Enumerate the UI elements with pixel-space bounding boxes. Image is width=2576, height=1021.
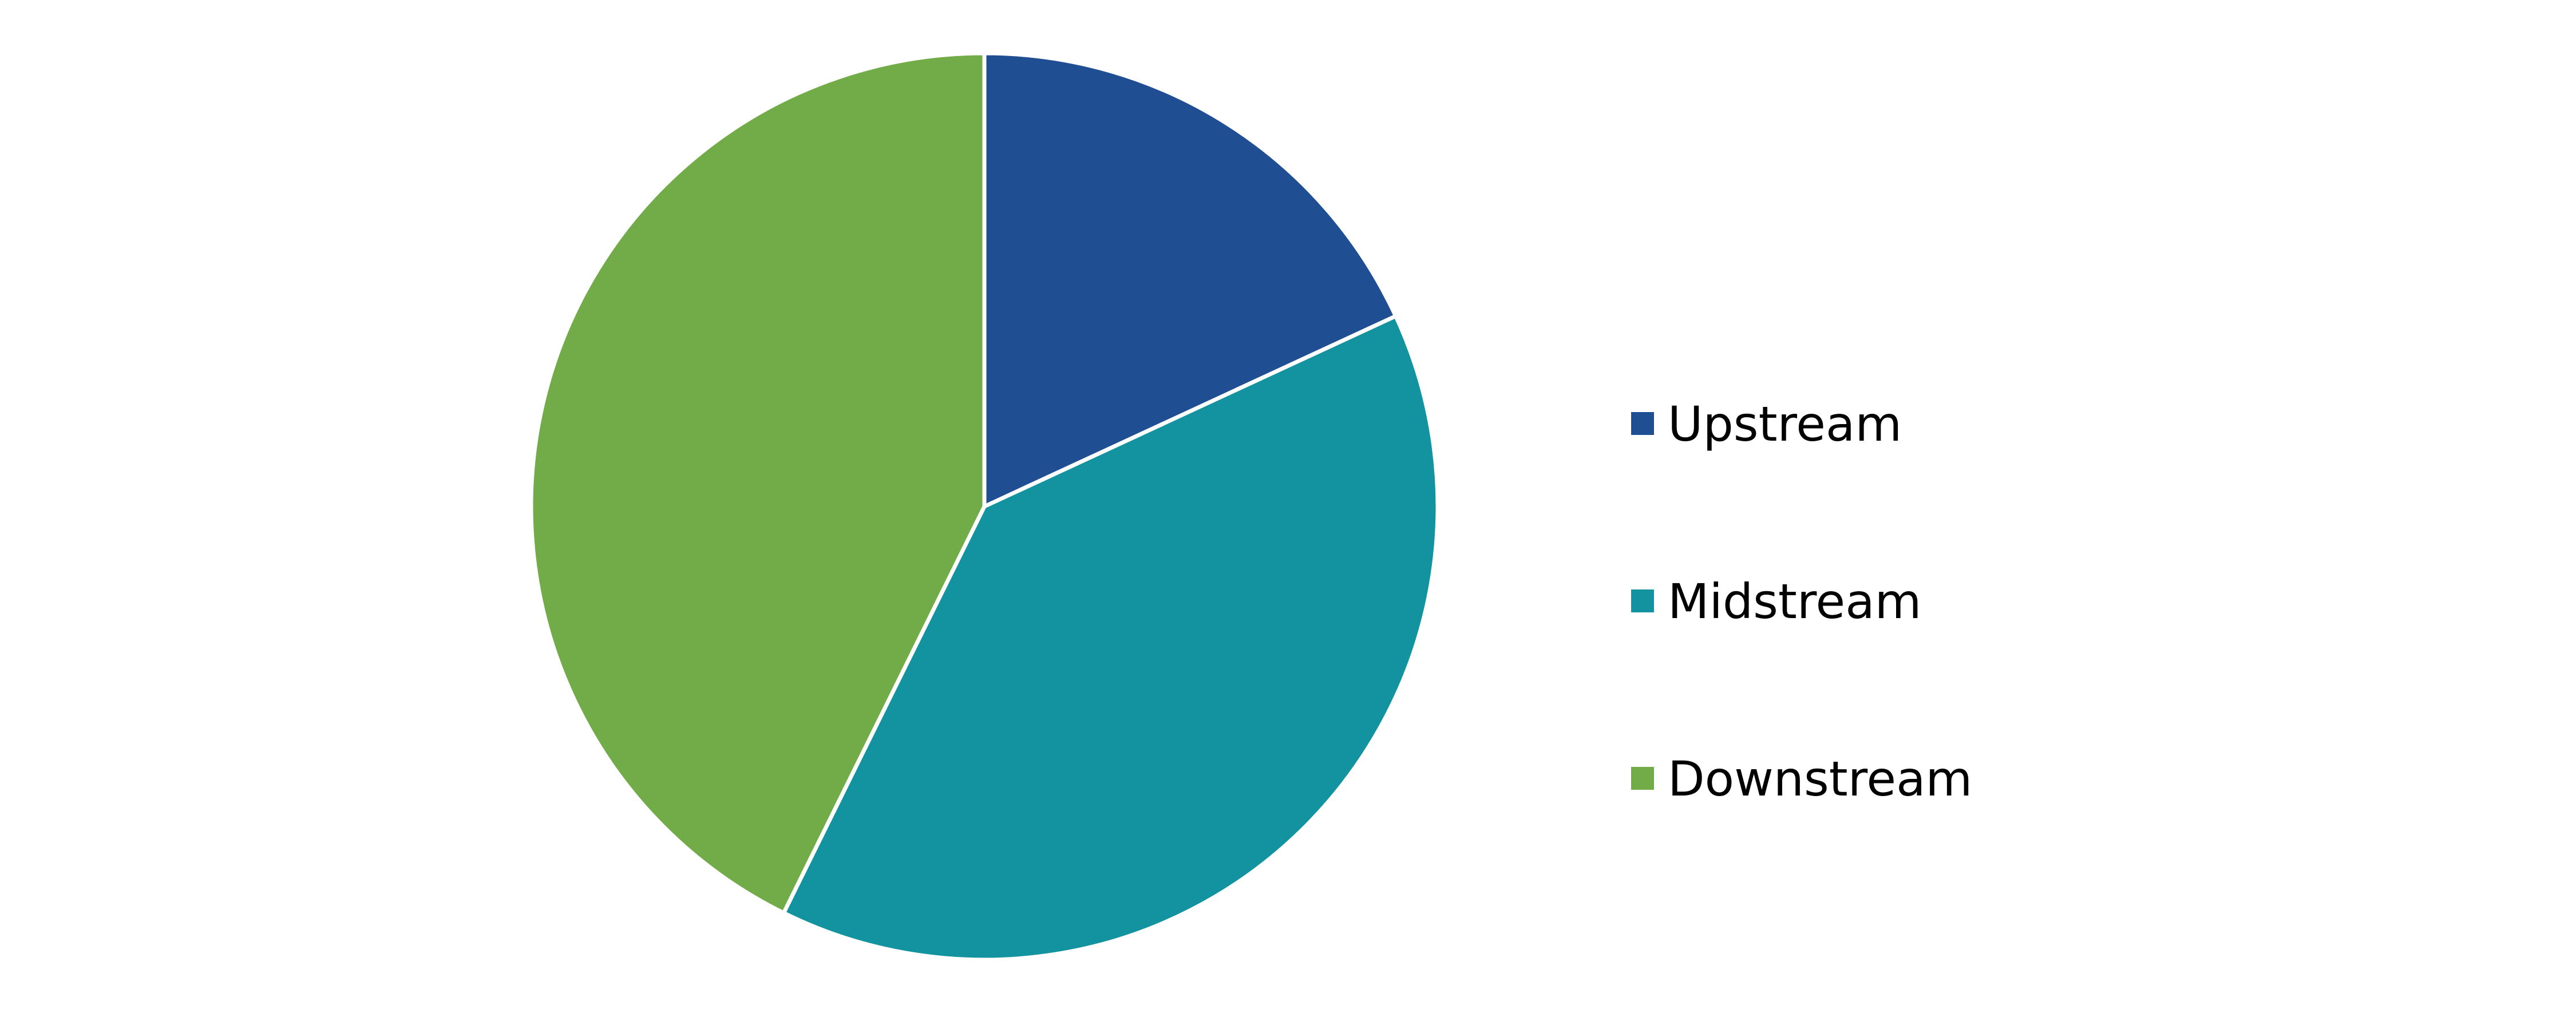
legend-item-downstream: Downstream <box>1631 751 1972 807</box>
legend-label-midstream: Midstream <box>1668 573 1922 630</box>
legend-swatch-downstream <box>1631 767 1654 790</box>
legend-item-midstream: Midstream <box>1631 573 1922 630</box>
legend: Upstream Midstream Downstream <box>1631 396 1972 807</box>
legend-swatch-midstream <box>1631 589 1654 612</box>
pie-slice-midstream <box>781 314 1440 962</box>
pie-slice-upstream <box>982 51 1398 509</box>
legend-label-downstream: Downstream <box>1668 751 1972 807</box>
pie-slice-downstream <box>529 51 987 915</box>
pie-slices <box>529 51 1440 962</box>
legend-label-upstream: Upstream <box>1668 396 1902 452</box>
legend-swatch-upstream <box>1631 412 1654 435</box>
legend-item-upstream: Upstream <box>1631 396 1902 452</box>
